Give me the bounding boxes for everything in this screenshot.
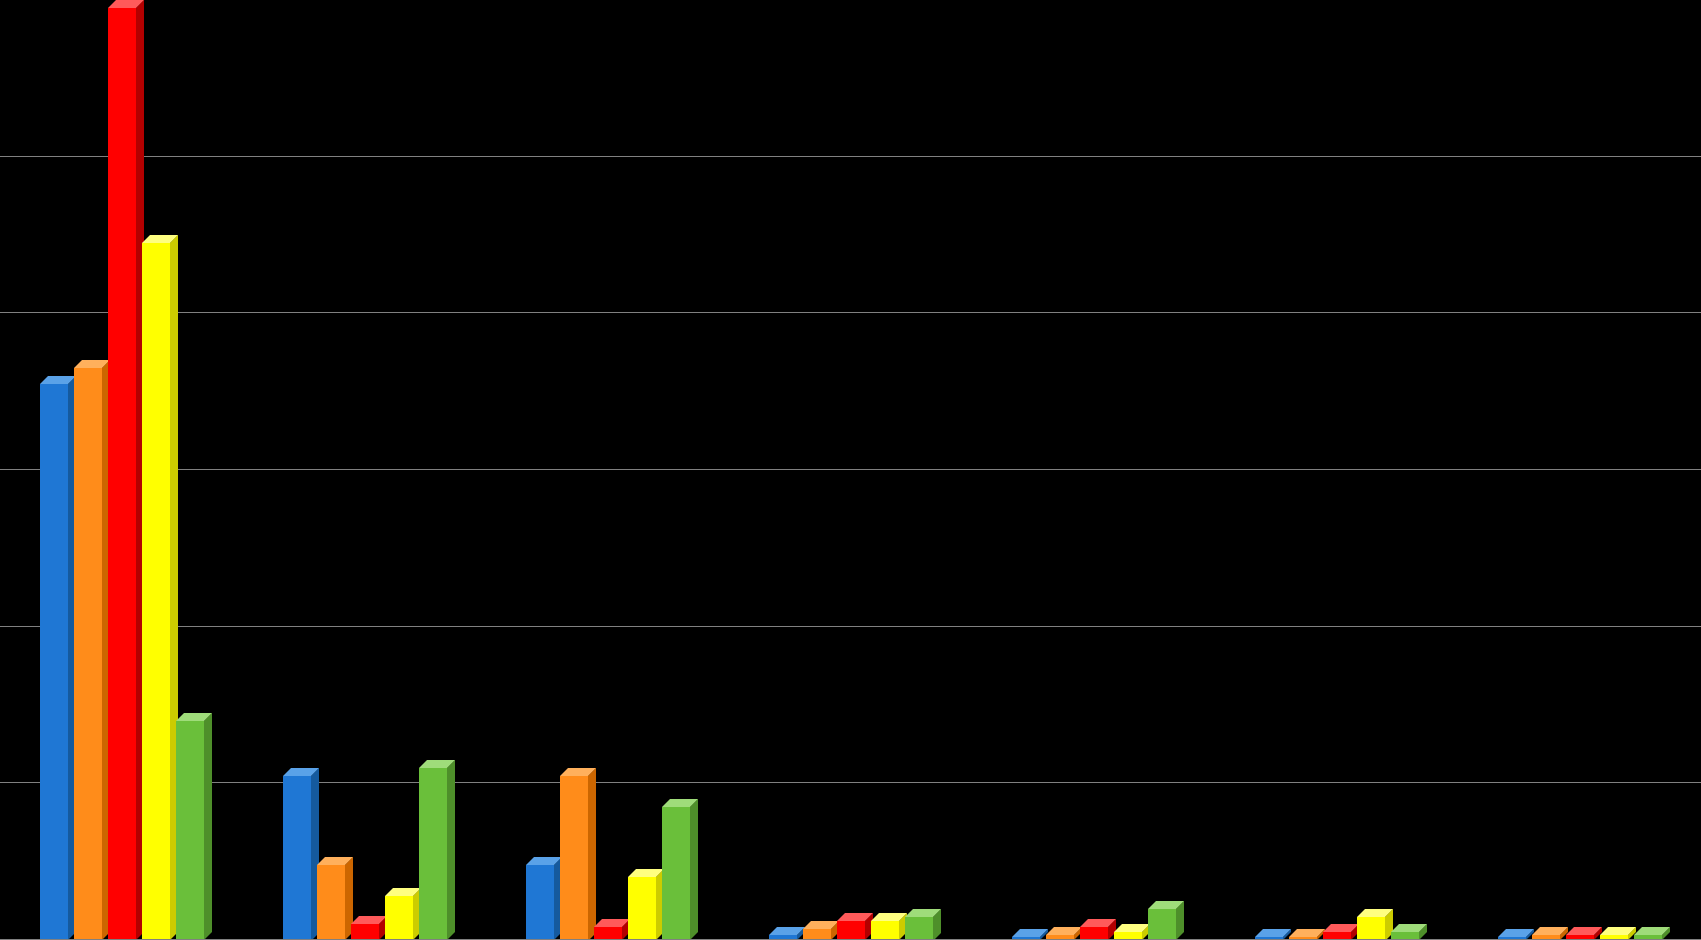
bar — [176, 721, 204, 940]
bar — [351, 924, 379, 940]
bar-face-front — [419, 768, 447, 940]
bar-group-inner — [1255, 0, 1419, 940]
bar-face-front — [351, 924, 379, 940]
bar-face-side — [204, 713, 212, 940]
bar — [419, 768, 447, 940]
bar-chart — [0, 0, 1701, 940]
bar-face-front — [108, 8, 136, 940]
bar-group — [243, 0, 486, 940]
bar — [142, 243, 170, 940]
bar — [283, 776, 311, 940]
bar-face-side — [588, 768, 596, 940]
bar — [662, 807, 690, 940]
bar — [905, 917, 933, 940]
bar-face-front — [176, 721, 204, 940]
bar-group-inner — [769, 0, 933, 940]
bar-face-side — [1176, 901, 1184, 940]
bar-group-inner — [1498, 0, 1662, 940]
bar-group — [0, 0, 243, 940]
bar — [108, 8, 136, 940]
bar — [40, 384, 68, 940]
bar-face-front — [317, 865, 345, 940]
bar-face-front — [905, 917, 933, 940]
bar-group — [1458, 0, 1701, 940]
bar-face-front — [40, 384, 68, 940]
plot-area — [0, 0, 1701, 940]
bar-face-front — [1357, 917, 1385, 940]
bar-group — [1215, 0, 1458, 940]
bar-face-side — [447, 760, 455, 940]
bar-face-front — [628, 877, 656, 940]
bar-face-front — [526, 865, 554, 940]
bar-face-front — [662, 807, 690, 940]
bar-face-front — [871, 921, 899, 940]
bar-face-front — [385, 896, 413, 940]
bar-face-side — [690, 799, 698, 940]
bar-face-front — [142, 243, 170, 940]
bar-face-front — [283, 776, 311, 940]
bar-face-front — [560, 776, 588, 940]
bar — [317, 865, 345, 940]
bars-layer — [0, 0, 1701, 940]
bar-group-inner — [526, 0, 690, 940]
bar — [628, 877, 656, 940]
bar-face-front — [1148, 909, 1176, 940]
bar-group-inner — [283, 0, 447, 940]
bar-group-inner — [40, 0, 204, 940]
bar-group — [486, 0, 729, 940]
bar — [871, 921, 899, 940]
bar-group — [972, 0, 1215, 940]
bar-face-front — [74, 368, 102, 940]
bar — [1148, 909, 1176, 940]
bar — [837, 921, 865, 940]
bar-group-inner — [1012, 0, 1176, 940]
bar — [385, 896, 413, 940]
bar — [1357, 917, 1385, 940]
bar — [74, 368, 102, 940]
bar — [526, 865, 554, 940]
bar-group — [729, 0, 972, 940]
bar — [560, 776, 588, 940]
bar-face-front — [837, 921, 865, 940]
